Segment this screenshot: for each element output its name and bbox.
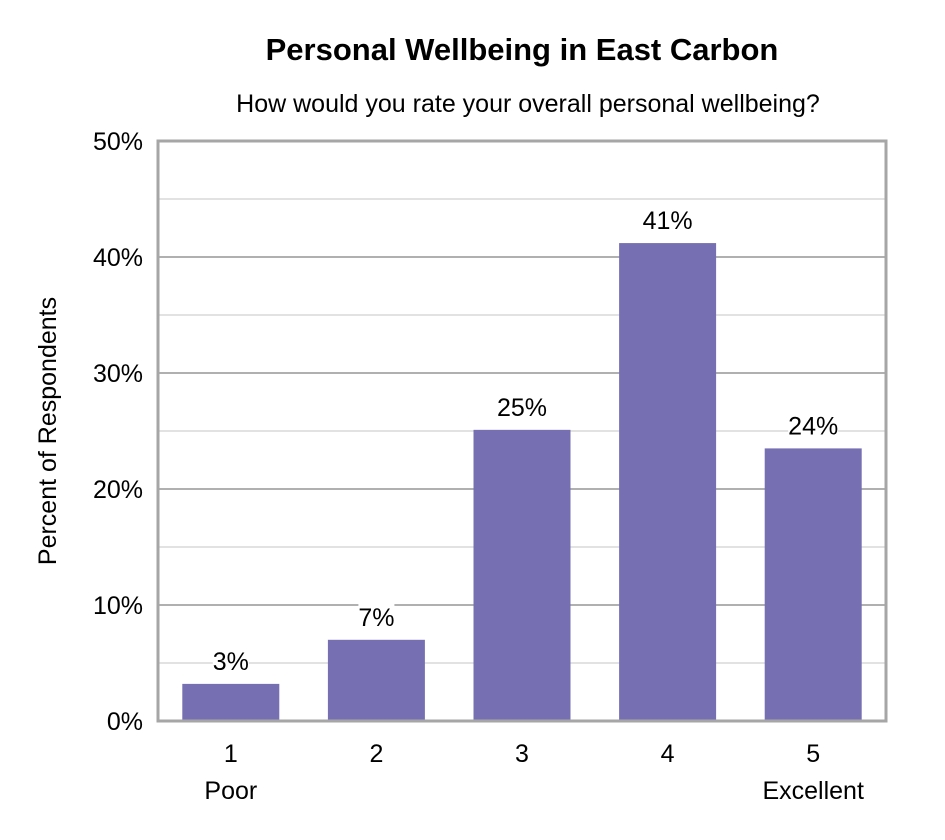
- data-label-background: [358, 599, 395, 630]
- data-label: 3%: [213, 648, 249, 676]
- plot-frame: [156, 139, 888, 723]
- x-tick-label: 2: [369, 740, 383, 768]
- data-label-background: [497, 389, 547, 420]
- y-tick-label: 0%: [107, 708, 143, 736]
- bar-4: [619, 243, 717, 721]
- bar-2: [327, 639, 425, 721]
- bar-5: [764, 448, 862, 721]
- bar-3: [473, 429, 571, 721]
- x-tick-sublabel: Excellent: [762, 777, 863, 805]
- data-label: 25%: [497, 394, 547, 422]
- x-tick-label: 4: [661, 740, 675, 768]
- data-label-background: [642, 203, 693, 234]
- x-tick-label: 3: [515, 740, 529, 768]
- chart-subtitle: How would you rate your overall personal…: [236, 90, 820, 118]
- y-tick-label: 30%: [93, 360, 143, 388]
- data-label: 7%: [358, 604, 394, 632]
- data-label: 41%: [643, 207, 693, 235]
- bar-1: [182, 683, 280, 721]
- y-tick-label: 40%: [93, 244, 143, 272]
- y-tick-label: 10%: [93, 592, 143, 620]
- y-axis-label: Percent of Respondents: [34, 297, 62, 565]
- data-label-background: [788, 408, 839, 439]
- x-tick-sublabel: Poor: [204, 777, 257, 805]
- x-tick-label: 1: [224, 740, 238, 768]
- chart-title: Personal Wellbeing in East Carbon: [266, 32, 779, 67]
- data-label-background: [212, 643, 249, 674]
- y-tick-label: 20%: [93, 476, 143, 504]
- y-tick-label: 50%: [93, 128, 143, 156]
- x-tick-label: 5: [806, 740, 820, 768]
- data-label: 24%: [788, 412, 838, 440]
